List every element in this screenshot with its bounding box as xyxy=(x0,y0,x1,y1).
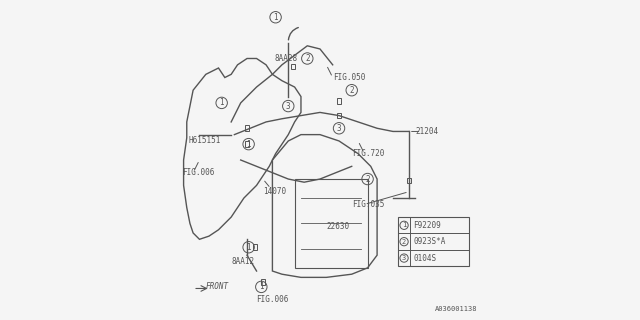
Bar xyxy=(291,64,295,69)
Text: 14070: 14070 xyxy=(263,187,286,196)
Text: 3: 3 xyxy=(286,101,291,111)
Text: A036001138: A036001138 xyxy=(435,306,477,312)
Text: 3: 3 xyxy=(337,124,341,133)
Bar xyxy=(397,217,469,266)
Text: 2: 2 xyxy=(305,54,310,63)
Text: 2: 2 xyxy=(365,174,370,184)
Text: FIG.720: FIG.720 xyxy=(352,149,384,158)
Text: 8AA28: 8AA28 xyxy=(274,54,297,63)
Text: 0104S: 0104S xyxy=(413,253,436,263)
Text: 1: 1 xyxy=(246,243,251,252)
Bar xyxy=(245,125,249,131)
Text: 22630: 22630 xyxy=(326,222,349,231)
Text: 1: 1 xyxy=(402,222,406,228)
Bar xyxy=(337,99,341,104)
Text: FRONT: FRONT xyxy=(206,282,229,292)
Text: 21204: 21204 xyxy=(415,127,438,136)
Text: F92209: F92209 xyxy=(413,221,442,230)
Text: 3: 3 xyxy=(402,255,406,261)
Text: FIG.050: FIG.050 xyxy=(333,73,365,82)
Text: 1: 1 xyxy=(273,13,278,22)
Bar xyxy=(245,141,249,147)
Bar xyxy=(407,178,411,183)
Text: 1: 1 xyxy=(246,140,251,148)
Text: FIG.006: FIG.006 xyxy=(257,295,289,304)
Text: FIG.006: FIG.006 xyxy=(182,168,214,177)
Text: 2: 2 xyxy=(349,86,354,95)
Bar xyxy=(337,113,341,118)
Text: 8AA12: 8AA12 xyxy=(231,257,254,266)
Bar xyxy=(261,279,265,285)
Bar xyxy=(253,244,257,250)
Text: 1: 1 xyxy=(259,282,264,292)
Text: FIG.035: FIG.035 xyxy=(352,200,384,209)
Text: 1: 1 xyxy=(220,99,224,108)
Text: 2: 2 xyxy=(402,239,406,245)
Text: H615151: H615151 xyxy=(188,136,221,146)
Text: 0923S*A: 0923S*A xyxy=(413,237,446,246)
